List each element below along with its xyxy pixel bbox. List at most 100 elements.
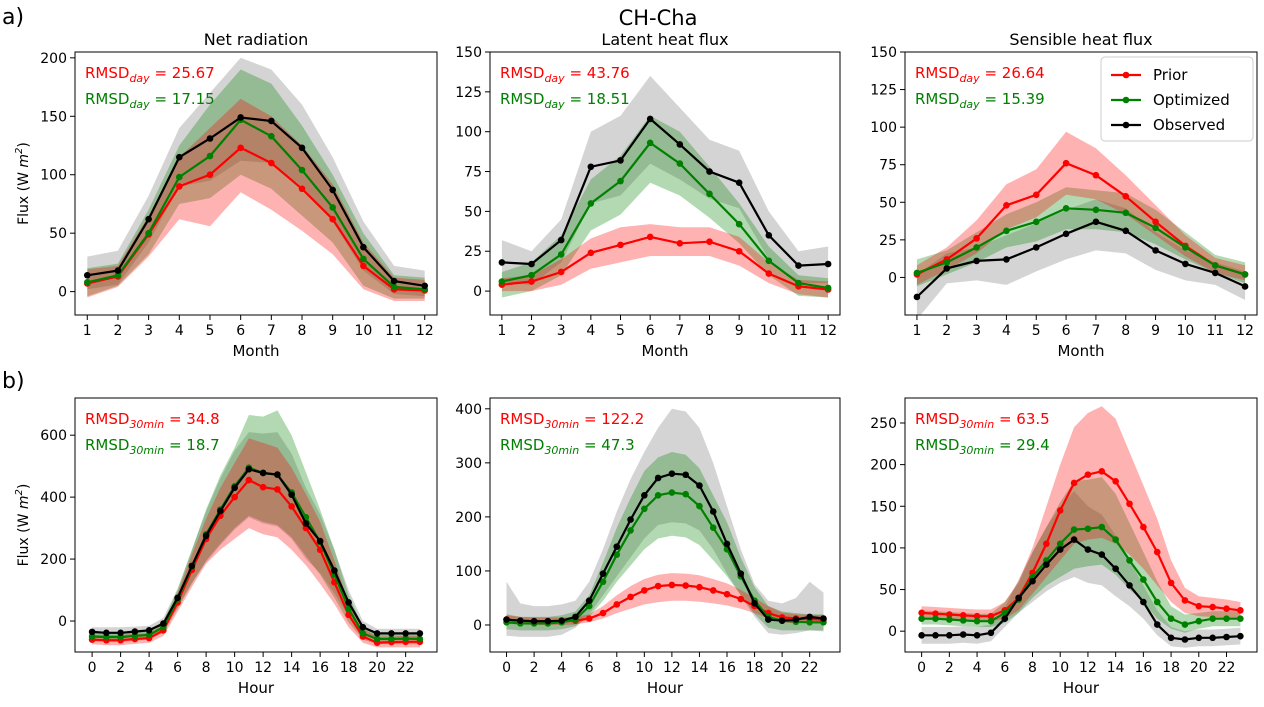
data-point-observed [259,469,267,477]
x-tick-label: 10 [635,660,653,676]
x-tick-label: 8 [1028,660,1037,676]
data-point-prior [587,249,595,257]
x-axis-label: Hour [647,679,684,697]
y-tick-label: 200 [455,510,482,526]
data-point-optimized [1237,615,1244,622]
legend-marker-prior [1122,71,1130,79]
data-point-observed [302,520,310,527]
data-point-observed [1182,260,1189,268]
data-point-observed [765,232,773,239]
figure-title: CH-Cha [619,6,698,30]
data-point-observed [1062,230,1070,238]
x-tick-label: 14 [1107,660,1125,676]
x-axis-label: Month [1057,342,1104,360]
x-tick-label: 16 [311,660,329,676]
data-point-observed [145,627,153,634]
rmsd-value: = 26.64 [980,64,1045,82]
data-point-optimized [1211,262,1219,269]
data-point-prior [654,582,662,590]
data-point-optimized [987,617,995,625]
y-tick-label: 400 [40,490,67,506]
band-prior [87,98,425,301]
x-tick-label: 4 [145,660,154,676]
data-point-optimized [918,615,925,622]
y-tick-label: 0 [58,285,67,301]
band-prior [506,573,824,625]
data-point-observed [359,623,367,631]
data-point-observed [1211,269,1219,277]
axes-frame [489,51,841,316]
data-point-observed [918,632,925,639]
series-optimized [498,139,832,292]
data-point-observed [329,186,336,194]
x-tick-label: 2 [116,660,125,676]
rmsd-subscript: day [544,72,565,85]
data-point-prior [959,612,967,619]
data-point-observed [1003,256,1010,263]
data-point-optimized [696,502,703,510]
legend-label-optimized: Optimized [1153,91,1230,109]
panel-title: Latent heat flux [601,30,728,49]
rmsd-value: = 18.51 [565,90,630,108]
data-point-observed [83,271,91,279]
data-point-prior [298,185,306,193]
legend-box [1100,56,1254,142]
y-tick-label: 50 [879,583,897,599]
rmsd-subscript: day [129,72,150,85]
data-point-optimized [176,173,183,181]
data-point-optimized [959,617,967,624]
x-tick-label: 8 [298,323,307,339]
data-point-observed [1098,551,1106,558]
rmsd-subscript: 30min [959,444,994,457]
x-tick-label: 3 [144,323,153,339]
x-tick-label: 22 [1218,660,1236,676]
data-point-observed [806,613,813,621]
series-optimized [913,204,1249,278]
data-point-optimized [735,220,743,228]
data-point-prior [668,581,676,589]
y-tick-label: 150 [870,499,897,515]
data-point-prior [245,476,253,484]
y-tick-label: 0 [473,284,482,300]
rmsd-annotation: RMSD30min = 63.5 [915,410,1050,431]
data-point-optimized [1098,523,1106,531]
data-point-prior [206,171,214,179]
data-point-optimized [390,283,398,291]
data-point-prior [735,247,743,255]
data-point-observed [390,277,398,285]
series-prior [498,233,832,293]
y-tick-label: 150 [40,109,67,125]
rmsd-annotation: RMSDday = 15.39 [915,90,1045,111]
data-point-prior [268,159,275,167]
rmsd-value: = 29.4 [994,436,1050,454]
data-point-optimized [498,278,506,285]
data-point-prior [1070,479,1078,487]
series-observed [498,115,832,269]
data-point-optimized [654,491,662,499]
data-point-prior [641,587,648,594]
data-point-observed [987,629,995,637]
ylabel-part: 2 [14,489,25,495]
data-point-optimized [709,524,717,532]
rmsd-base: RMSD [500,64,544,82]
data-point-optimized [946,616,953,623]
data-point-observed [709,508,717,515]
y-tick-label: 25 [879,233,897,249]
rmsd-base: RMSD [500,410,544,428]
rmsd-annotation: RMSD30min = 122.2 [500,410,644,431]
bands [921,406,1241,648]
data-point-optimized [1003,227,1010,235]
x-tick-label: 6 [1000,660,1009,676]
rmsd-annotation: RMSDday = 43.76 [500,64,630,85]
data-point-optimized [1126,557,1133,564]
data-point-prior [1237,607,1244,614]
rmsd-base: RMSD [915,90,959,108]
y-tick-label: 50 [464,204,482,220]
rmsd-subscript: day [129,98,150,111]
x-tick-label: 12 [254,660,272,676]
legend-marker-optimized [1122,96,1130,104]
data-point-observed [416,630,424,637]
ylabel-part: ) [16,142,32,147]
data-point-optimized [1152,224,1159,232]
x-tick-label: 12 [416,323,434,339]
